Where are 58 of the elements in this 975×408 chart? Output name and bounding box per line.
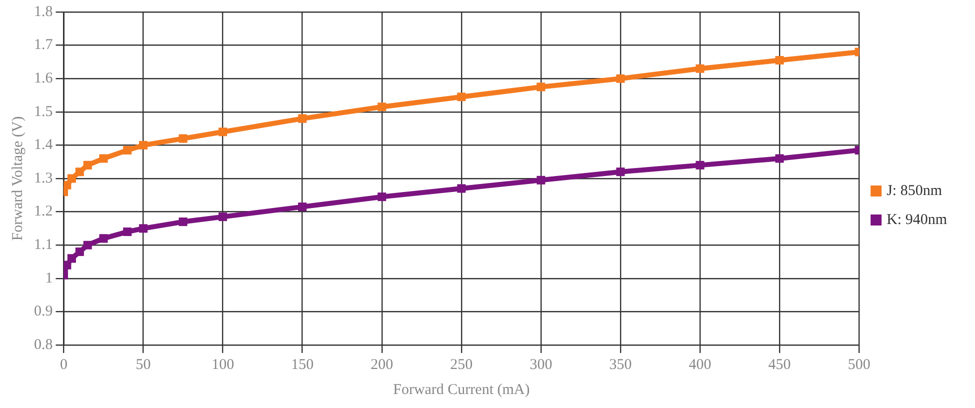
point xyxy=(139,140,148,150)
y-tick-label: 1 xyxy=(45,270,53,286)
x-tick-label: 450 xyxy=(768,356,791,373)
x-axis-title: Forward Current (mA) xyxy=(393,382,530,398)
point xyxy=(64,180,72,190)
y-tick-label: 1.2 xyxy=(34,204,53,220)
y-tick-label: 1.4 xyxy=(34,137,54,154)
x-tick-label: 500 xyxy=(848,356,870,373)
point xyxy=(298,202,307,212)
x-tick-label: 0 xyxy=(60,356,68,373)
point xyxy=(123,146,132,154)
point xyxy=(64,260,72,270)
y-tick-label: 1.3 xyxy=(34,170,53,186)
y-tick-label: 1.1 xyxy=(34,237,53,254)
point xyxy=(378,192,386,202)
point xyxy=(83,240,92,250)
y-tick-label: 1.5 xyxy=(34,104,53,120)
point xyxy=(696,64,704,73)
y-tick-label: 0.8 xyxy=(34,336,53,353)
point xyxy=(83,160,92,170)
point xyxy=(75,247,84,256)
point xyxy=(67,174,76,183)
point xyxy=(378,102,386,112)
point xyxy=(178,134,188,143)
point xyxy=(123,228,132,236)
x-tick-label: 250 xyxy=(450,356,473,373)
point xyxy=(457,184,466,193)
x-tick-label: 150 xyxy=(291,356,314,373)
point xyxy=(775,56,784,65)
x-tick-label: 200 xyxy=(370,356,394,373)
point xyxy=(616,168,625,176)
y-tick-label: 1.7 xyxy=(34,37,54,54)
point xyxy=(696,160,704,170)
point xyxy=(536,82,546,92)
point xyxy=(536,176,546,184)
point xyxy=(218,212,228,222)
legend-label: J: 850nm xyxy=(886,182,942,199)
legend-label: K: 940nm xyxy=(886,212,948,228)
point xyxy=(75,168,84,176)
point xyxy=(99,234,108,243)
point xyxy=(99,154,108,163)
y-tick-label: 1.8 xyxy=(34,4,53,20)
point xyxy=(139,224,148,233)
x-tick-label: 100 xyxy=(212,356,234,373)
point xyxy=(67,254,76,263)
y-tick-label: 1.6 xyxy=(34,70,54,87)
x-tick-label: 50 xyxy=(136,356,151,373)
point xyxy=(775,154,784,163)
y-tick-label: 0.9 xyxy=(34,304,53,320)
point xyxy=(616,74,625,83)
x-tick-label: 400 xyxy=(688,356,712,373)
x-tick-label: 300 xyxy=(530,356,552,373)
x-tick-label: 350 xyxy=(609,356,632,373)
point xyxy=(178,218,188,226)
point xyxy=(218,128,228,136)
point xyxy=(298,114,307,123)
point xyxy=(457,92,466,102)
y-axis-title: Forward Voltage (V) xyxy=(10,116,26,241)
